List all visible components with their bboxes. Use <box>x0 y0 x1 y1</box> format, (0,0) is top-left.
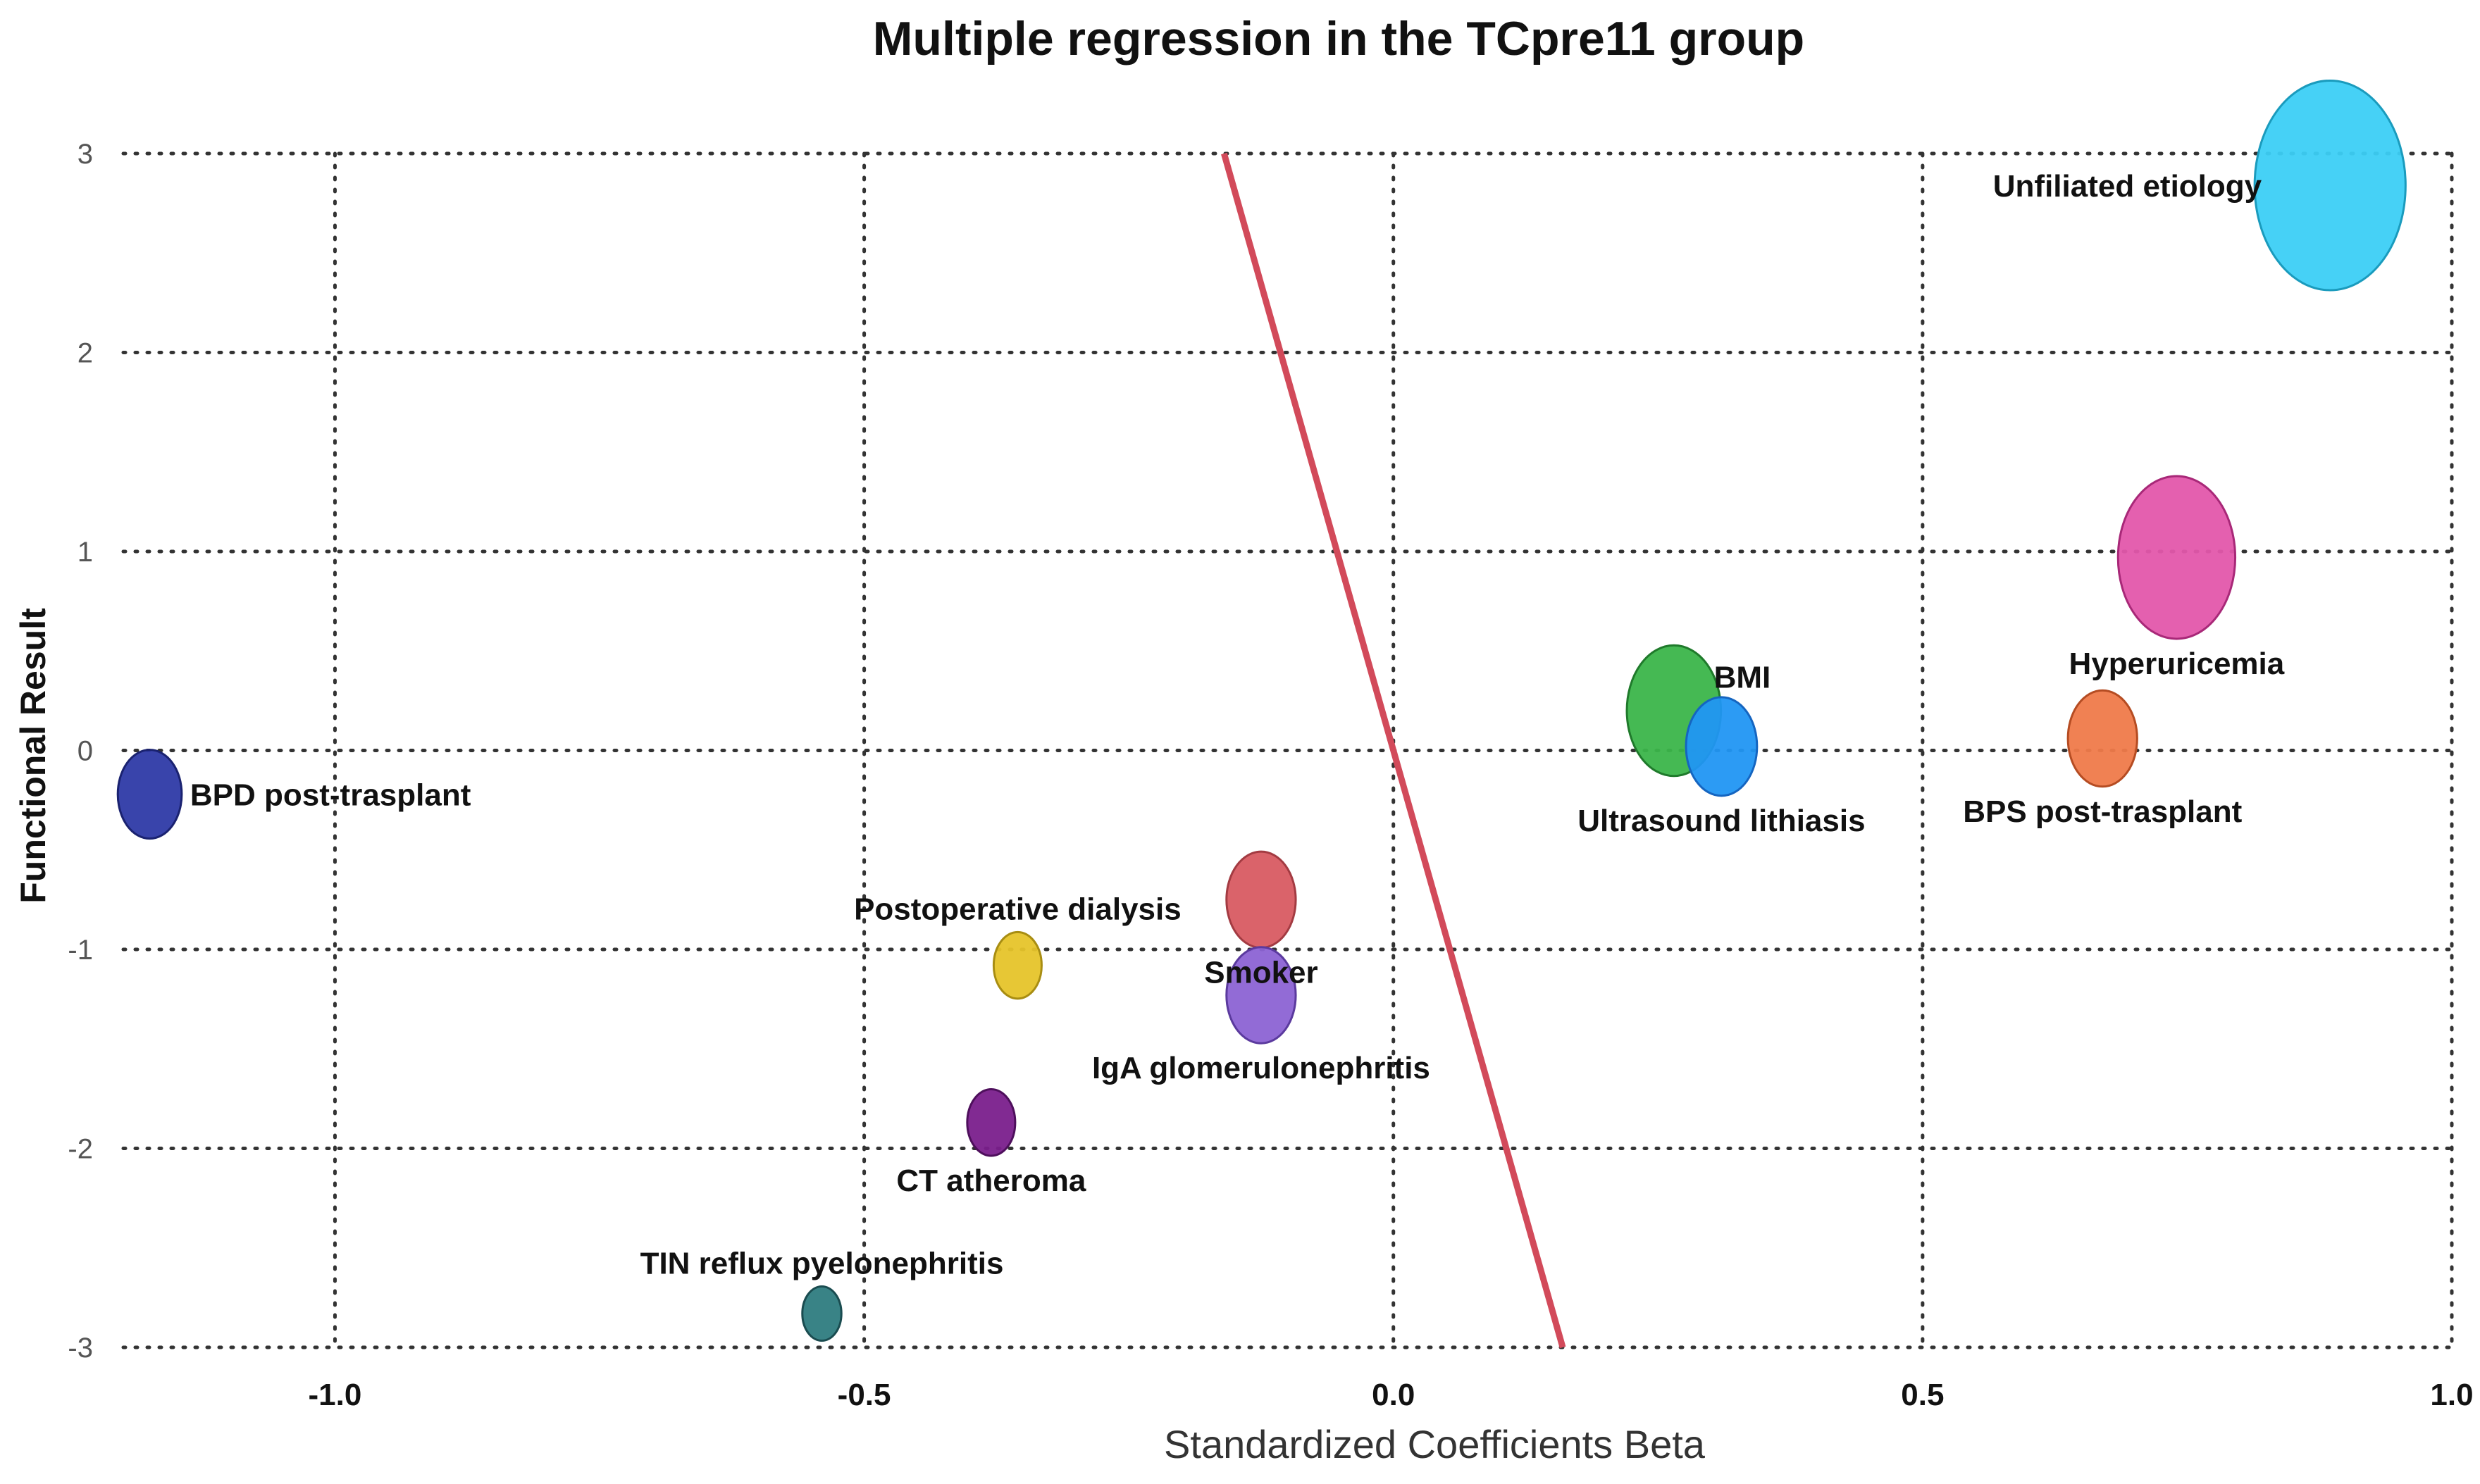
y-tick-label: 3 <box>78 139 93 170</box>
x-tick-label: 0.5 <box>1901 1378 1944 1412</box>
y-axis-title: Functional Result <box>13 608 53 904</box>
x-tick-label: -0.5 <box>838 1378 891 1412</box>
x-axis-title: Standardized Coefficients Beta <box>1164 1422 1706 1466</box>
data-point-label: TIN reflux pyelonephritis <box>640 1246 1004 1280</box>
x-tick-label: -1.0 <box>309 1378 362 1412</box>
data-point <box>116 749 183 840</box>
data-point-label: Ultrasound lithiasis <box>1577 804 1865 838</box>
y-tick-label: -1 <box>68 935 93 966</box>
data-point-label: CT atheroma <box>896 1164 1086 1198</box>
data-point <box>992 930 1043 1000</box>
x-tick-label: 0.0 <box>1372 1378 1415 1412</box>
chart-title: Multiple regression in the TCpre11 group <box>873 12 1804 66</box>
data-point-label: BPD post-trasplant <box>190 778 471 813</box>
data-point <box>966 1088 1017 1157</box>
data-point <box>2116 475 2237 640</box>
data-point-label: Unfiliated etiology <box>1993 169 2262 204</box>
data-point-label: BPS post-trasplant <box>1963 794 2242 829</box>
y-tick-label: -3 <box>68 1333 93 1364</box>
data-point-label: IgA glomerulonephritis <box>1092 1051 1430 1085</box>
y-tick-label: 0 <box>78 736 93 767</box>
data-point <box>801 1285 843 1342</box>
y-tick-label: 2 <box>78 338 93 369</box>
data-point <box>1225 850 1297 949</box>
data-point-label: BMI <box>1714 661 1771 695</box>
grid-layer <box>121 151 2454 1349</box>
x-tick-label: 1.0 <box>2430 1378 2473 1412</box>
trend-layer <box>1221 152 1566 1349</box>
data-point <box>2253 79 2407 292</box>
data-point <box>2066 689 2138 788</box>
regression-line <box>1221 152 1566 1349</box>
tick-layer: 3 2 1 0 -1 -2 -3 -1.0 -0.5 0.0 0.5 1.0 <box>68 139 2473 1412</box>
data-point-label: Hyperuricemia <box>2069 647 2285 681</box>
data-point <box>1225 946 1297 1045</box>
data-point-label: Postoperative dialysis <box>854 892 1182 926</box>
data-point-label: Smoker <box>1204 956 1318 990</box>
y-tick-label: 1 <box>78 537 93 568</box>
data-point <box>1685 696 1759 797</box>
point-layer <box>116 79 2407 1342</box>
y-tick-label: -2 <box>68 1134 93 1165</box>
label-layer: BPD post-trasplant Postoperative dialysis… <box>190 169 2285 1280</box>
